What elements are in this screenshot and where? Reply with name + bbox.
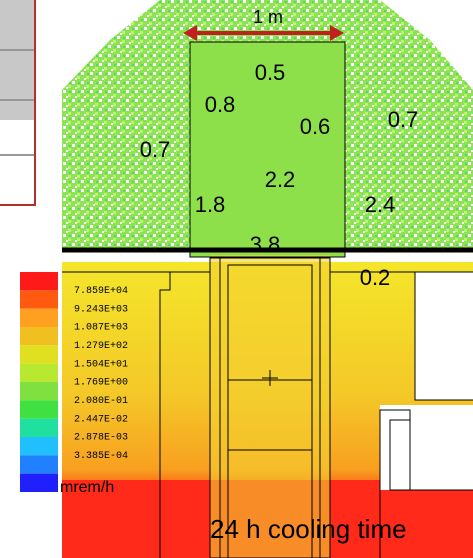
caption: 24 h cooling time [210, 514, 407, 544]
legend-swatch [20, 400, 58, 418]
legend-label: 7.859E+04 [74, 286, 128, 297]
legend-label: 2.447E-02 [74, 414, 128, 425]
legend-swatch [20, 309, 58, 327]
dose-label: 0.2 [360, 265, 391, 290]
legend-label: 1.769E+00 [74, 378, 128, 389]
legend-swatch [20, 455, 58, 473]
legend: 7.859E+04 9.243E+03 1.087E+03 1.279E+02 1.50… [20, 272, 128, 492]
dose-label: 1.8 [195, 192, 226, 217]
legend-label: 1.279E+02 [74, 341, 128, 352]
legend-label: 1.504E+01 [74, 359, 128, 370]
legend-swatch [20, 290, 58, 308]
legend-label: 3.385E-04 [74, 451, 128, 462]
dose-label: 0.7 [140, 137, 171, 162]
dose-label: 3.8 [250, 232, 281, 257]
legend-swatch [20, 382, 58, 400]
left-panel [0, 0, 35, 205]
unit-label: mrem/h [60, 479, 114, 496]
legend-label: 2.878E-03 [74, 433, 128, 444]
legend-label: 9.243E+03 [74, 304, 128, 315]
legend-swatch [20, 364, 58, 382]
dose-label: 2.2 [265, 167, 296, 192]
dose-label: 0.7 [388, 107, 419, 132]
legend-swatch [20, 474, 58, 492]
dose-label: 0.6 [300, 114, 331, 139]
legend-swatch [20, 419, 58, 437]
legend-label: 2.080E-01 [74, 396, 128, 407]
legend-label: 1.087E+03 [74, 323, 128, 334]
dose-label: 2.4 [365, 192, 396, 217]
scale-label: 1 m [253, 7, 283, 27]
legend-swatch [20, 327, 58, 345]
dose-label: 0.8 [205, 92, 236, 117]
dose-label: 0.5 [255, 60, 286, 85]
legend-swatch [20, 345, 58, 363]
figure: 1 m 0.5 0.8 0.6 0.7 0.7 2.2 1.8 2.4 3.8 0.2 7.859… [0, 0, 473, 558]
legend-swatch [20, 272, 58, 290]
legend-swatch [20, 437, 58, 455]
